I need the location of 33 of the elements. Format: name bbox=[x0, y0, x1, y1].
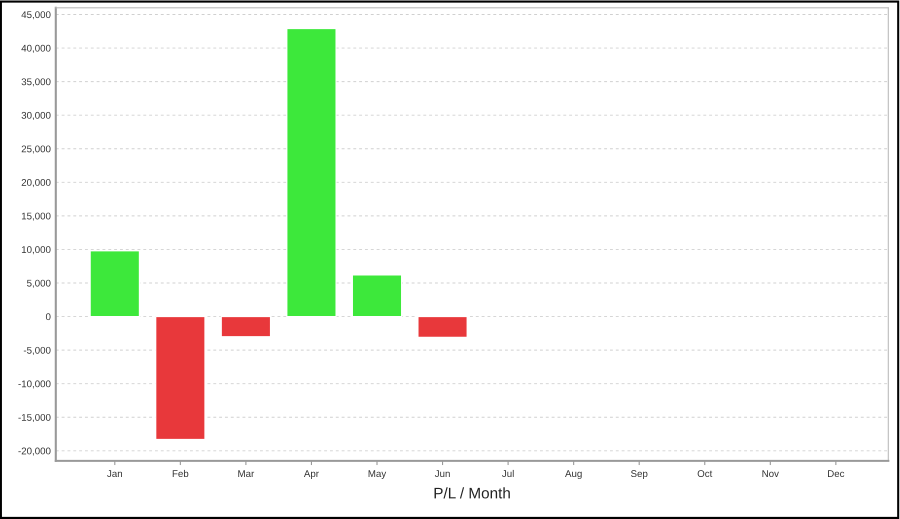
x-tick-label: Apr bbox=[304, 470, 319, 479]
y-tick-label: 10,000 bbox=[22, 246, 51, 254]
y-tick-label: 30,000 bbox=[22, 112, 51, 120]
x-tick-label: Aug bbox=[565, 470, 582, 479]
x-tick-label: Sep bbox=[631, 470, 648, 479]
x-tick-label: Jul bbox=[502, 470, 514, 478]
x-axis-title: P/L / Month bbox=[434, 487, 510, 499]
y-tick-label: 20,000 bbox=[22, 179, 51, 188]
x-tick-label: Jun bbox=[434, 470, 450, 478]
y-tick-label: 40,000 bbox=[21, 44, 51, 53]
bar bbox=[417, 316, 468, 338]
x-tick-label: Feb bbox=[172, 470, 188, 478]
y-tick-label: -20,000 bbox=[18, 448, 51, 456]
bar bbox=[286, 28, 337, 318]
bar bbox=[155, 316, 206, 440]
x-tick-label: Jan bbox=[107, 470, 122, 478]
bar bbox=[352, 274, 402, 318]
x-tick-label: May bbox=[368, 470, 386, 479]
y-tick-label: 45,000 bbox=[21, 11, 51, 20]
y-tick-label: -10,000 bbox=[18, 380, 51, 388]
y-tick-label: 5,000 bbox=[27, 280, 51, 288]
x-tick-label: Nov bbox=[762, 470, 779, 478]
y-tick-label: -5,000 bbox=[24, 346, 51, 355]
bar bbox=[90, 250, 140, 318]
x-tick-label: Dec bbox=[828, 470, 844, 478]
y-tick-label: 35,000 bbox=[22, 78, 51, 86]
x-tick-label: Oct bbox=[698, 470, 712, 478]
y-tick-label: 15,000 bbox=[22, 212, 51, 221]
y-tick-label: 0 bbox=[46, 313, 51, 320]
y-tick-label: -15,000 bbox=[18, 414, 51, 422]
x-tick-label: Mar bbox=[238, 470, 254, 478]
y-tick-label: 25,000 bbox=[22, 145, 51, 154]
bar bbox=[220, 316, 272, 338]
